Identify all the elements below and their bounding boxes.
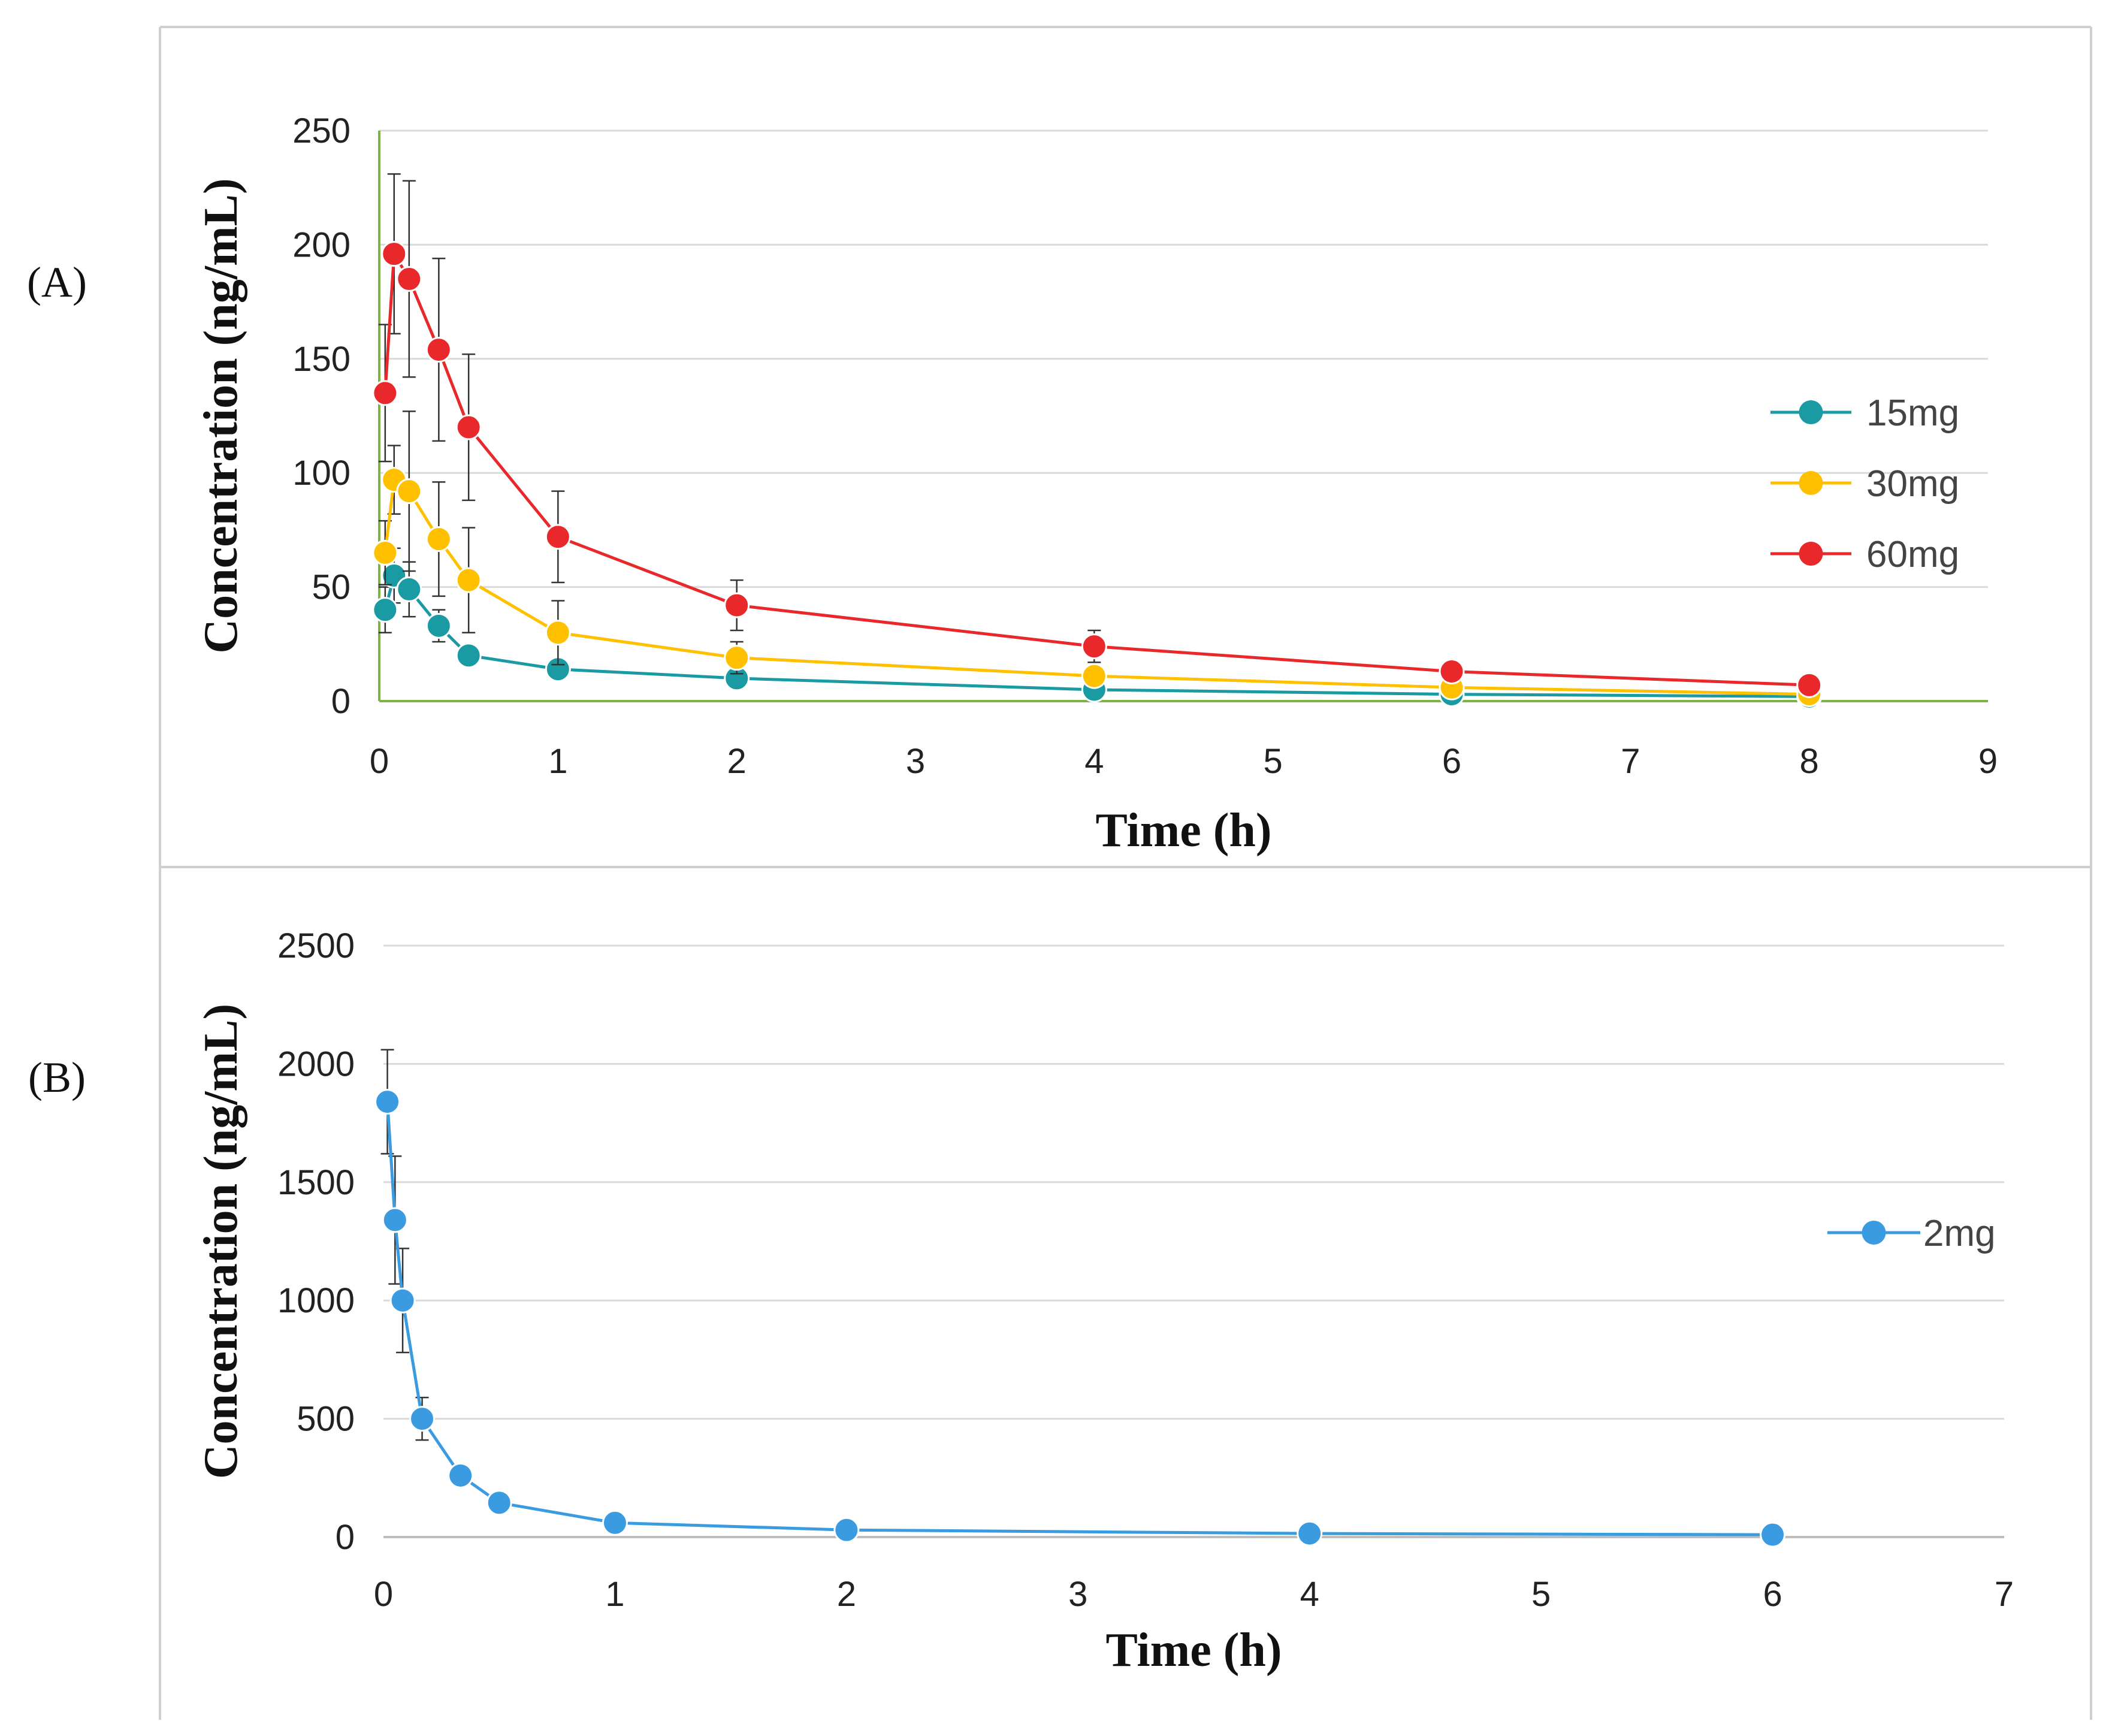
panel-b-x-tick-label: 6	[1763, 1575, 1782, 1614]
panel-a-x-tick-label: 3	[906, 742, 925, 781]
panel-a-data-point	[425, 337, 452, 363]
panel-a-x-tick-label: 5	[1264, 742, 1283, 781]
panel-b-data-point	[1760, 1521, 1786, 1548]
panel-b-data-point	[374, 1089, 401, 1115]
panel-a-y-tick-label: 200	[292, 225, 350, 264]
panel-a-legend-marker	[1799, 400, 1823, 424]
panel-b-y-tick-label: 2500	[277, 926, 355, 965]
panel-a-data-point	[455, 414, 482, 440]
panel-a-data-point	[545, 524, 571, 550]
panel-b-y-tick-label: 1000	[277, 1281, 355, 1320]
panel-a-data-point	[1081, 633, 1107, 660]
panel-a-x-tick-label: 1	[548, 742, 567, 781]
panel-a-legend-label: 60mg	[1866, 534, 1959, 575]
panel-a-data-point	[396, 576, 422, 602]
panel-a-x-tick-label: 2	[727, 742, 747, 781]
panel-a-data-point	[372, 539, 398, 566]
panel-b-series-2mg	[374, 1049, 1786, 1548]
panel-a-series-line	[383, 249, 1809, 687]
panel-a-data-point	[724, 592, 750, 618]
panel-b-x-axis-title: Time (h)	[1105, 1624, 1282, 1677]
panel-a-x-tick-label: 0	[370, 742, 389, 781]
panel-a-data-point	[372, 597, 398, 623]
panel-a-data-point	[425, 612, 452, 639]
panel-b-data-point	[389, 1287, 416, 1314]
panel-b-data-point	[602, 1509, 628, 1536]
panel-b-data-point	[409, 1406, 436, 1432]
panel-b-y-tick-label: 500	[297, 1400, 355, 1439]
panel-b-data-point	[833, 1517, 860, 1543]
panel-a-legend-label: 30mg	[1866, 463, 1959, 505]
panel-b-x-tick-label: 5	[1531, 1575, 1551, 1614]
panel-b-data-point	[1297, 1520, 1323, 1547]
panel-a-y-tick-label: 250	[292, 111, 350, 150]
panel-a-data-point	[1796, 672, 1823, 698]
panel-a-y-tick-label: 50	[312, 568, 350, 607]
panel-a-x-tick-label: 9	[1978, 742, 1998, 781]
panel-b-data-point	[448, 1462, 474, 1489]
chart-panel-a: 0 50 100 150 200 250 0 1 2 3 4 5 6 7 8 9 Time (h) Concent…	[27, 111, 1998, 857]
panel-a-y-tick-label: 150	[292, 340, 350, 379]
panel-a-label: (A)	[27, 258, 87, 306]
panel-b-x-tick-label: 2	[837, 1575, 856, 1614]
panel-a-data-point	[396, 478, 422, 505]
panel-b-series-line	[386, 1101, 1773, 1536]
panel-b-x-tick-label: 4	[1300, 1575, 1319, 1614]
panel-b-legend-label: 2mg	[1923, 1213, 1996, 1254]
panel-a-x-tick-label: 8	[1800, 742, 1819, 781]
panel-b-y-tick-label: 2000	[277, 1044, 355, 1083]
panel-a-y-axis-title: Concentration (ng/mL)	[195, 178, 247, 653]
panel-a-legend-label: 15mg	[1866, 393, 1959, 434]
panel-a-data-point	[396, 266, 422, 292]
panel-b-y-axis-title: Concentration (ng/mL)	[195, 1004, 247, 1479]
panel-a-data-point	[372, 380, 398, 406]
panel-a-x-tick-label: 7	[1621, 742, 1640, 781]
chart-panel-b: 0 500 1000 1500 2000 2500 0 1 2 3 4 5 6 7 Time (h) Conc…	[28, 926, 2014, 1677]
panel-a-data-point	[381, 241, 407, 267]
panel-a-x-tick-label: 6	[1442, 742, 1461, 781]
panel-b-x-tick-label: 3	[1068, 1575, 1087, 1614]
panel-b-data-point	[486, 1490, 512, 1516]
panel-b-x-tick-label: 7	[1995, 1575, 2014, 1614]
panel-a-data-point	[455, 567, 482, 593]
panel-b-label: (B)	[28, 1053, 86, 1101]
panel-a-data-point	[724, 645, 750, 671]
panel-a-data-point	[425, 526, 452, 552]
panel-b-y-tick-label: 1500	[277, 1163, 355, 1202]
panel-a-y-tick-label: 0	[331, 682, 350, 721]
panel-a-data-point	[455, 642, 482, 669]
panel-b-legend-marker	[1862, 1221, 1886, 1245]
panel-b-y-tick-label: 0	[336, 1518, 355, 1557]
panel-b-x-tick-label: 0	[374, 1575, 393, 1614]
panel-b-data-point	[382, 1207, 408, 1233]
panel-a-data-point	[1439, 658, 1465, 684]
panel-a-data-point	[545, 620, 571, 646]
panel-a-data-point	[1081, 663, 1107, 689]
panel-a-legend-marker	[1799, 542, 1823, 566]
panel-a-y-tick-label: 100	[292, 454, 350, 493]
panel-a-x-tick-label: 4	[1084, 742, 1104, 781]
panel-a-x-axis-title: Time (h)	[1095, 804, 1271, 857]
panel-a-legend-marker	[1799, 471, 1823, 495]
panel-a-series-60mg	[372, 173, 1823, 698]
panel-b-x-tick-label: 1	[605, 1575, 624, 1614]
